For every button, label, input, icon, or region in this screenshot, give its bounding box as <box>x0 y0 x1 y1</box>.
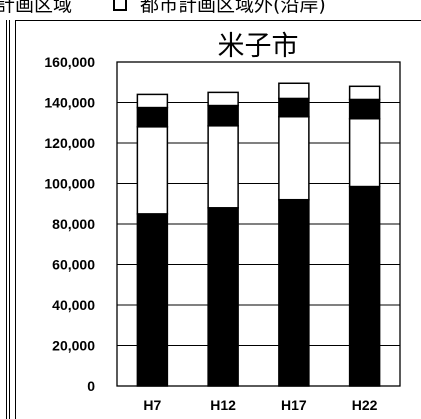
bar-segment <box>278 115 310 201</box>
bar-segment <box>348 98 381 120</box>
legend: 計画区域 都市計画区域外(沿岸) <box>0 0 421 18</box>
plot-area-border <box>116 61 401 387</box>
y-tick-label: 40,000 <box>52 297 95 313</box>
y-tick-label: 0 <box>87 378 95 394</box>
x-tick-label: H7 <box>143 397 161 413</box>
bar-segment <box>207 91 239 107</box>
bar-segment <box>278 97 310 118</box>
bar-segment <box>207 207 239 387</box>
chart-frame <box>15 20 421 419</box>
x-tick-label: H12 <box>210 397 236 413</box>
bar-segment <box>348 117 381 188</box>
bar-segment <box>136 126 169 215</box>
legend-swatch-white <box>113 0 127 11</box>
bar-segment <box>207 125 239 209</box>
bar-segment <box>207 104 239 127</box>
bar-segment <box>348 85 381 101</box>
x-tick-label: H22 <box>352 397 378 413</box>
legend-label-right: 都市計画区域外(沿岸) <box>140 0 326 16</box>
bar-segment <box>278 198 310 387</box>
bar-segment <box>136 106 169 128</box>
x-tick-label: H17 <box>281 397 307 413</box>
y-tick-label: 160,000 <box>44 54 95 70</box>
y-tick-label: 120,000 <box>44 135 95 151</box>
y-tick-label: 100,000 <box>44 176 95 192</box>
legend-label-left: 計画区域 <box>0 0 73 16</box>
bar-segment <box>278 82 310 100</box>
bar-segment <box>348 185 381 387</box>
y-tick-label: 60,000 <box>52 257 95 273</box>
bar-segment <box>136 213 169 387</box>
y-tick-label: 80,000 <box>52 216 95 232</box>
y-tick-label: 140,000 <box>44 95 95 111</box>
y-tick-label: 20,000 <box>52 338 95 354</box>
bar-segment <box>136 93 169 109</box>
chart-title: 米子市 <box>218 31 299 62</box>
adjacent-panel-edge <box>0 20 10 419</box>
